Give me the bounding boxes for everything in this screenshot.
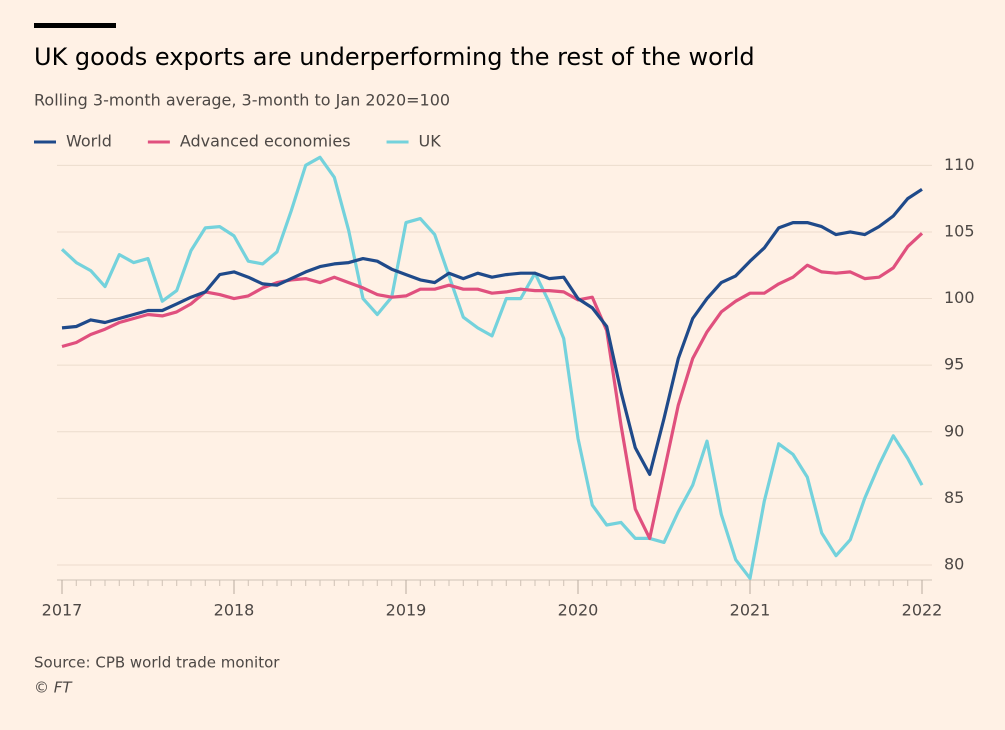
y-tick-label: 95 xyxy=(944,355,964,374)
y-tick-label: 80 xyxy=(944,555,964,574)
x-tick-label: 2021 xyxy=(730,601,771,620)
y-tick-label: 85 xyxy=(944,488,964,507)
y-tick-label: 100 xyxy=(944,288,975,307)
x-tick-label: 2020 xyxy=(558,601,599,620)
credit: © FT xyxy=(34,679,73,697)
y-tick-label: 110 xyxy=(944,155,975,174)
x-tick-label: 2017 xyxy=(42,601,83,620)
chart-title: UK goods exports are underperforming the… xyxy=(34,43,755,71)
x-tick-label: 2018 xyxy=(214,601,255,620)
legend-label: Advanced economies xyxy=(180,132,351,151)
series-line xyxy=(61,187,923,476)
y-tick-label: 105 xyxy=(944,221,975,240)
series-line xyxy=(60,155,924,580)
legend-label: World xyxy=(66,132,112,151)
legend-label: UK xyxy=(419,132,442,151)
y-tick-label: 90 xyxy=(944,421,964,440)
chart-subtitle: Rolling 3-month average, 3-month to Jan … xyxy=(34,91,450,110)
x-tick-label: 2019 xyxy=(386,601,427,620)
header-bar xyxy=(34,23,116,28)
source: Source: CPB world trade monitor xyxy=(34,654,280,672)
x-tick-label: 2022 xyxy=(902,601,943,620)
